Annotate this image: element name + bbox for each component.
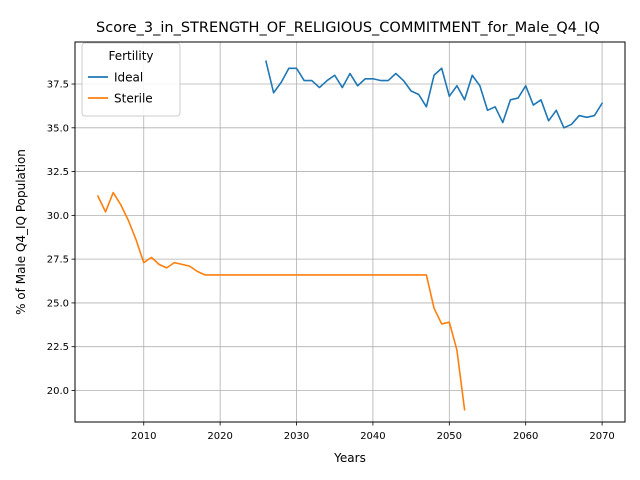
x-tick-label: 2050 [437,431,462,442]
chart-title: Score_3_in_STRENGTH_OF_RELIGIOUS_COMMITM… [96,20,600,36]
y-tick-label: 32.5 [47,167,69,178]
series-layer [96,60,604,411]
x-tick-label: 2030 [284,431,309,442]
y-tick-label: 20.0 [47,386,69,397]
x-axis-ticks: 2010 2020 2030 2040 2050 2060 2070 [131,422,615,442]
legend-label-sterile: Sterile [114,92,153,106]
y-tick-label: 27.5 [47,255,69,266]
plot-frame [74,41,626,423]
grid-lines [75,42,625,422]
y-axis-label: % of Male Q4_IQ Population [14,149,28,315]
series-line-ideal [265,60,604,129]
x-axis-label: Years [333,451,366,465]
legend: Fertility Ideal Sterile [81,42,181,117]
x-tick-label: 2010 [131,431,156,442]
y-tick-label: 30.0 [47,211,69,222]
y-tick-label: 35.0 [47,123,69,134]
y-tick-label: 37.5 [47,80,69,91]
legend-title: Fertility [108,49,153,63]
x-tick-label: 2060 [513,431,538,442]
y-tick-label: 22.5 [47,342,69,353]
legend-label-ideal: Ideal [114,71,143,85]
series-line-sterile [96,191,466,411]
x-tick-label: 2040 [360,431,385,442]
y-tick-label: 25.0 [47,298,69,309]
y-axis-ticks: 20.0 22.5 25.0 27.5 30.0 32.5 35.0 37.5 [47,80,75,397]
x-tick-label: 2070 [589,431,614,442]
x-tick-label: 2020 [207,431,232,442]
